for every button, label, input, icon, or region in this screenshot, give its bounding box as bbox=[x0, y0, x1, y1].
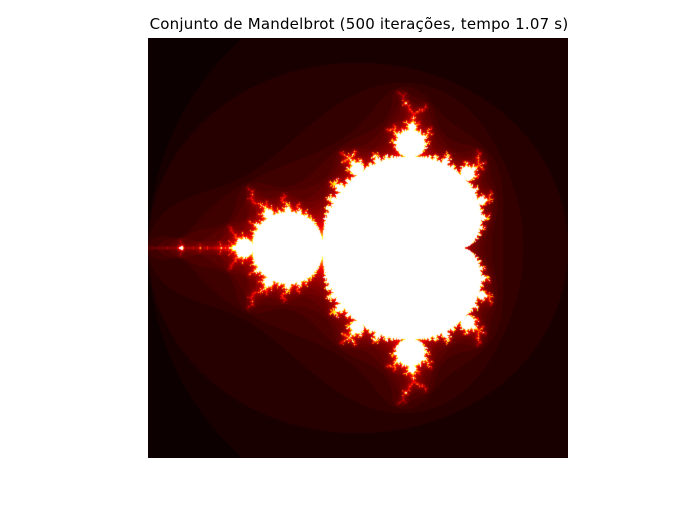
mandelbrot-image bbox=[148, 38, 568, 458]
mandelbrot-image-axes bbox=[148, 38, 568, 458]
figure-title: Conjunto de Mandelbrot (500 iterações, t… bbox=[149, 15, 569, 33]
